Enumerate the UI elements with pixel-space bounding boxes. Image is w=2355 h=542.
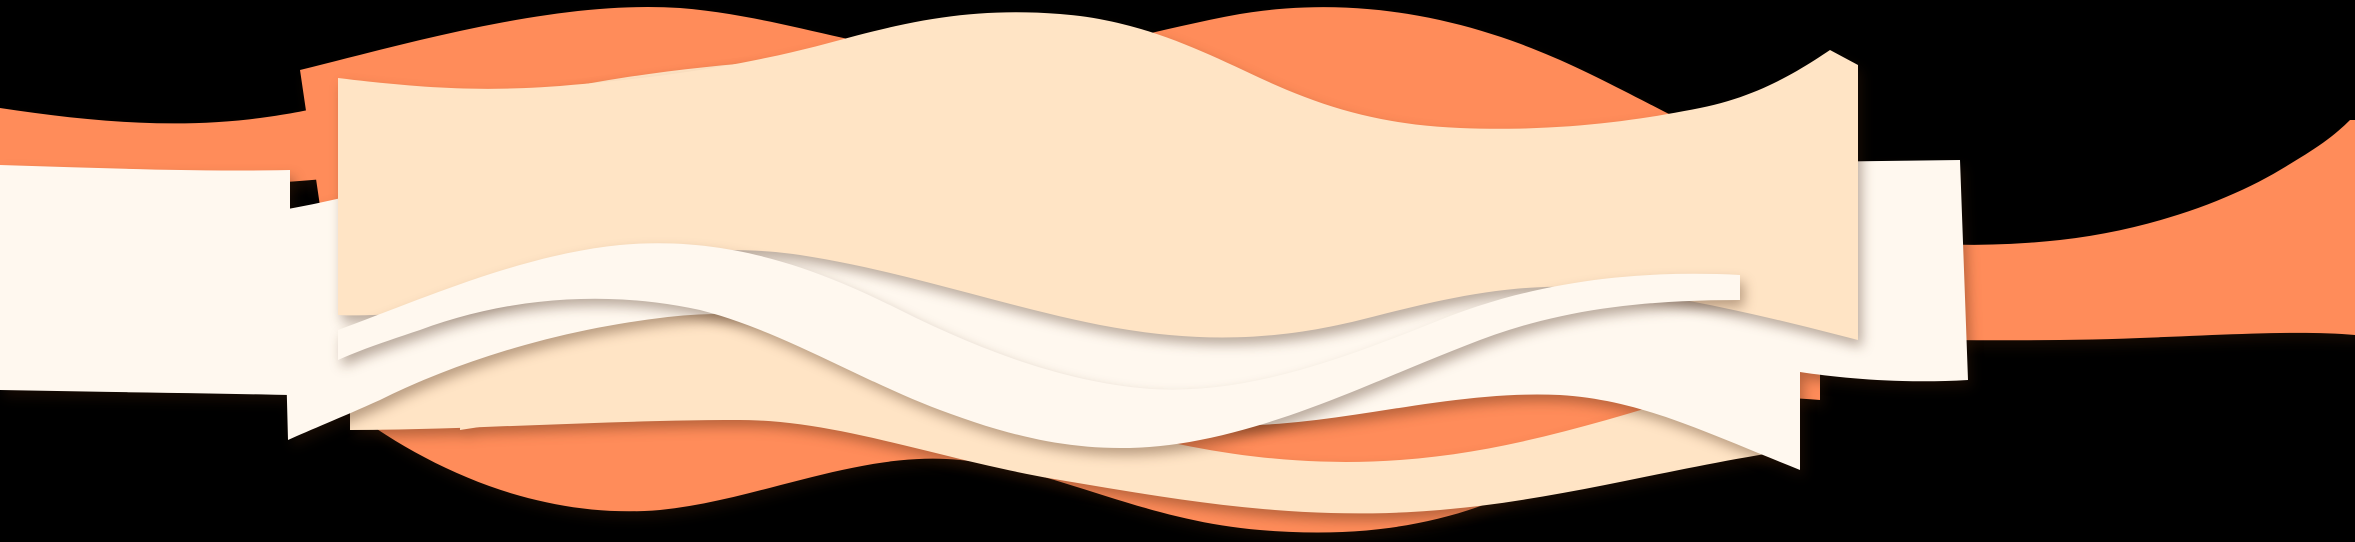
front-peach-panel [338,12,1858,341]
orange-ribbon-left-tail [0,95,360,185]
peach-ribbon-lower-wave [350,289,1790,514]
cream-wave-body [338,243,1740,449]
cream-ribbon-left-tail [0,165,290,395]
peach-panel-body [338,12,1858,341]
front-cream-wave [338,243,1740,449]
